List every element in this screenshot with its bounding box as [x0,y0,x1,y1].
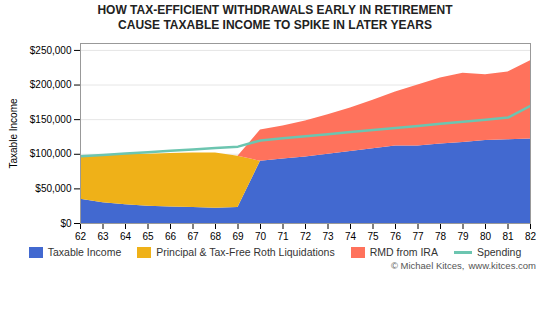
html-text:Principal & Tax-Free Roth Liqu: Principal & Tax-Free Roth Liquidations [156,246,335,258]
svg-text:82: 82 [525,231,537,242]
svg-text:68: 68 [210,231,222,242]
svg-text:Taxable Income: Taxable Income [8,98,19,168]
svg-text:63: 63 [97,231,109,242]
html-text:HOW TAX-EFFICIENT WITHDRAWALS: HOW TAX-EFFICIENT WITHDRAWALS EARLY IN R… [97,3,453,17]
svg-text:$50,000: $50,000 [35,183,72,194]
svg-text:79: 79 [457,231,469,242]
svg-text:72: 72 [300,231,312,242]
svg-text:$200,000: $200,000 [30,79,72,90]
svg-text:74: 74 [345,231,357,242]
svg-text:76: 76 [390,231,402,242]
html-text:Spending: Spending [476,246,522,258]
svg-text:62: 62 [75,231,87,242]
svg-text:78: 78 [435,231,447,242]
html-text:CAUSE TAXABLE INCOME TO SPIKE: CAUSE TAXABLE INCOME TO SPIKE IN LATER Y… [118,18,432,32]
svg-text:66: 66 [165,231,177,242]
html-text:© Michael Kitces, www.kitces.c: © Michael Kitces, www.kitces.com [390,260,536,271]
svg-text:81: 81 [502,231,514,242]
html-text:Taxable Income: Taxable Income [47,246,122,258]
svg-text:67: 67 [187,231,199,242]
svg-text:80: 80 [480,231,492,242]
svg-text:$150,000: $150,000 [30,114,72,125]
svg-text:77: 77 [412,231,424,242]
svg-text:73: 73 [322,231,334,242]
svg-text:70: 70 [255,231,267,242]
svg-text:65: 65 [142,231,154,242]
svg-text:75: 75 [367,231,379,242]
svg-text:69: 69 [232,231,244,242]
svg-text:$250,000: $250,000 [30,45,72,56]
svg-text:64: 64 [120,231,132,242]
svg-text:$0: $0 [60,218,72,229]
html-text:RMD from IRA: RMD from IRA [369,246,438,258]
svg-text:71: 71 [277,231,289,242]
svg-text:$100,000: $100,000 [30,148,72,159]
